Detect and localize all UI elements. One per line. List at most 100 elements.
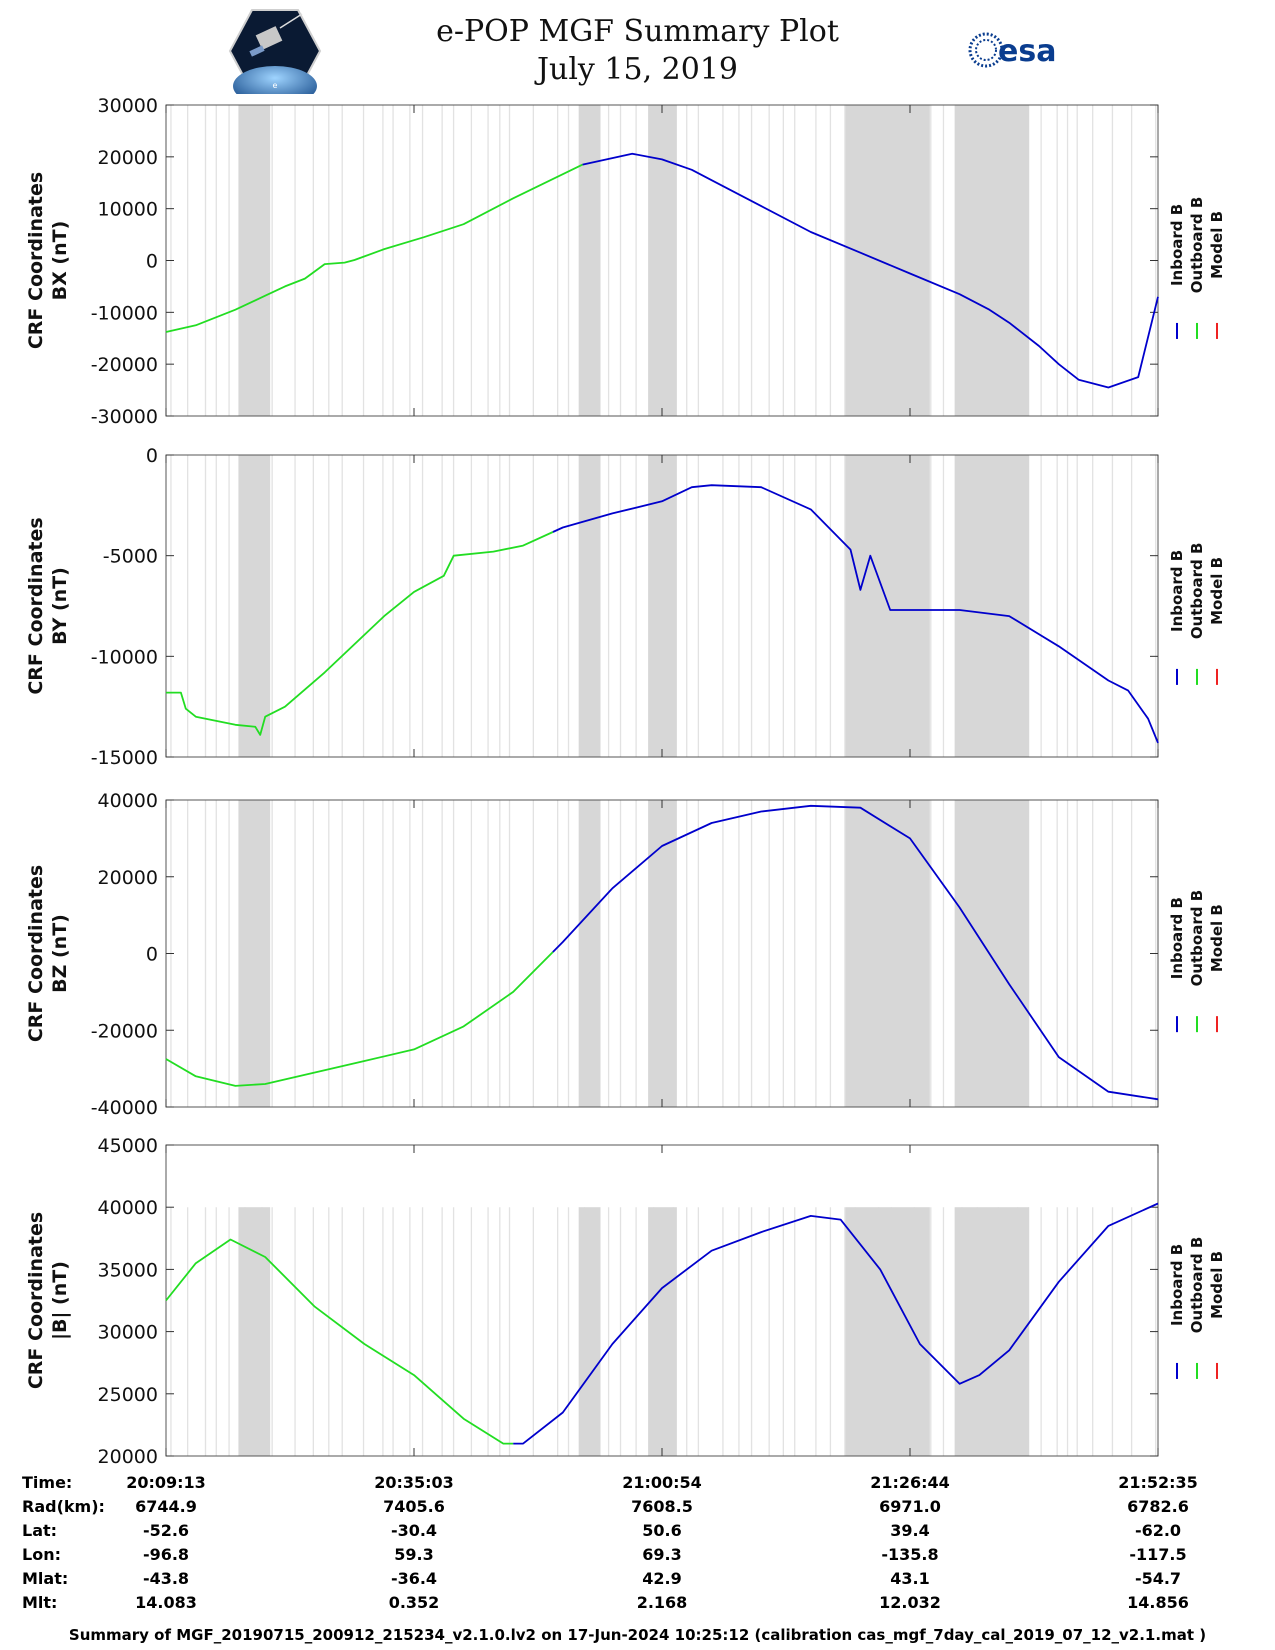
y-tick-label: 30000 <box>98 1322 158 1344</box>
y-tick-label: 0 <box>146 944 158 966</box>
y-tick-label: -10000 <box>91 302 158 324</box>
y-tick-label: 35000 <box>98 1259 158 1281</box>
ephemeris-value: 21:00:54 <box>622 1473 702 1492</box>
ephemeris-value: 12.032 <box>879 1593 941 1612</box>
y-tick-label: -20000 <box>91 1020 158 1042</box>
y-tick-label: -5000 <box>103 546 158 568</box>
ephemeris-value: 6971.0 <box>879 1497 941 1516</box>
legend-label: Outboard B <box>1188 197 1206 294</box>
legend-label: Inboard B <box>1168 897 1186 979</box>
y-axis-label: |B| (nT) <box>49 1261 71 1340</box>
data-gap-region <box>578 1207 601 1456</box>
cassiope-mission-patch-icon: e <box>228 9 322 94</box>
series-inboard-b <box>582 152 1159 389</box>
legend-label: Inboard B <box>1168 550 1186 632</box>
ephemeris-value: 20:09:13 <box>126 1473 206 1492</box>
ephemeris-row-label: Mlt: <box>22 1593 57 1612</box>
ephemeris-value: -30.4 <box>391 1521 437 1540</box>
series-inboard-b <box>552 484 1159 744</box>
y-tick-label: -40000 <box>91 1097 158 1119</box>
ephemeris-value: -96.8 <box>143 1545 189 1564</box>
y-tick-label: 20000 <box>98 1446 158 1468</box>
data-gap-region <box>238 1207 271 1456</box>
ephemeris-value: 59.3 <box>394 1545 433 1564</box>
data-gap-region <box>578 455 601 757</box>
legend-label: Model B <box>1208 211 1226 279</box>
plot-title: e-POP MGF Summary Plot <box>436 14 839 49</box>
y-tick-label: -10000 <box>91 646 158 668</box>
ephemeris-value: -117.5 <box>1129 1545 1186 1564</box>
y-tick-label: 45000 <box>98 1135 158 1157</box>
data-gap-region <box>845 105 930 416</box>
legend-label: Outboard B <box>1188 1237 1206 1334</box>
data-gap-region <box>238 455 271 757</box>
legend-label: Model B <box>1208 1251 1226 1319</box>
ephemeris-value: 50.6 <box>642 1521 681 1540</box>
ephemeris-value: -54.7 <box>1135 1569 1181 1588</box>
series-outboard-b <box>165 1238 514 1445</box>
legend-label: Inboard B <box>1168 204 1186 286</box>
y-axis-label: BZ (nT) <box>49 914 71 993</box>
data-gap-region <box>845 455 930 757</box>
file-summary-footer: Summary of MGF_20190715_200912_215234_v2… <box>68 1626 1207 1644</box>
ephemeris-value: 21:52:35 <box>1118 1473 1198 1492</box>
data-gap-region <box>648 105 677 416</box>
ephemeris-value: 69.3 <box>642 1545 681 1564</box>
data-gap-region <box>954 1207 1030 1456</box>
ephemeris-value: 2.168 <box>637 1593 688 1612</box>
series-inboard-b <box>552 804 1159 1101</box>
series-outboard-b <box>165 951 554 1087</box>
chart-panel-1: 30000 20000 10000 0 -10000 -20000 -30000 CRF Co… <box>25 95 1226 428</box>
legend-label: Inboard B <box>1168 1244 1186 1326</box>
y-tick-label: -20000 <box>91 354 158 376</box>
ephemeris-value: -62.0 <box>1135 1521 1181 1540</box>
y-axis-label: CRF Coordinates <box>25 865 47 1042</box>
data-gap-region <box>954 105 1030 416</box>
data-gap-region <box>845 1207 930 1456</box>
y-tick-label: 20000 <box>98 867 158 889</box>
y-tick-label: 0 <box>146 445 158 467</box>
esa-logo-text: esa <box>998 34 1056 69</box>
ephemeris-row-label: Rad(km): <box>22 1497 105 1516</box>
y-axis-label: BY (nT) <box>49 567 71 645</box>
series-outboard-b <box>166 531 554 736</box>
esa-logo-icon: esa <box>968 32 1056 69</box>
ephemeris-row-label: Lat: <box>22 1521 57 1540</box>
y-axis-label: CRF Coordinates <box>25 517 47 694</box>
data-gap-region <box>648 800 677 1107</box>
y-axis-label: CRF Coordinates <box>25 1212 47 1389</box>
legend-label: Outboard B <box>1188 543 1206 640</box>
ephemeris-value: 42.9 <box>642 1569 681 1588</box>
y-axis-label: BX (nT) <box>49 221 71 301</box>
data-gap-region <box>238 105 271 416</box>
y-axis-label: CRF Coordinates <box>25 172 47 349</box>
data-gap-region <box>238 800 271 1107</box>
chart-panel-2: 0 -5000 -10000 -15000 CRF Coordinates BY (nT)… <box>25 445 1226 769</box>
ephemeris-value: 20:35:03 <box>374 1473 454 1492</box>
y-tick-label: -30000 <box>91 406 158 428</box>
ephemeris-value: 7405.6 <box>383 1497 445 1516</box>
y-tick-label: -15000 <box>91 747 158 769</box>
y-tick-label: 20000 <box>98 147 158 169</box>
chart-panel-3: 40000 20000 0 -20000 -40000 CRF Coordinates BZ… <box>25 790 1226 1119</box>
legend-label: Outboard B <box>1188 890 1206 987</box>
data-gap-region <box>578 800 601 1107</box>
ephemeris-value: -135.8 <box>881 1545 938 1564</box>
ephemeris-row-label: Time: <box>22 1473 72 1492</box>
y-tick-label: 40000 <box>98 790 158 812</box>
ephemeris-value: 43.1 <box>890 1569 929 1588</box>
y-tick-label: 25000 <box>98 1384 158 1406</box>
data-gap-region <box>578 105 601 416</box>
data-gap-region <box>648 455 677 757</box>
y-tick-label: 0 <box>146 251 158 273</box>
chart-panel-4: 45000 40000 35000 30000 25000 20000 CRF Coordi… <box>25 1135 1226 1468</box>
data-gap-region <box>954 800 1030 1107</box>
ephemeris-row-label: Mlat: <box>22 1569 68 1588</box>
ephemeris-value: 14.083 <box>135 1593 197 1612</box>
series-outboard-b <box>165 163 583 333</box>
legend-label: Model B <box>1208 557 1226 625</box>
ephemeris-value: 7608.5 <box>631 1497 693 1516</box>
ephemeris-value: 0.352 <box>389 1593 440 1612</box>
legend-label: Model B <box>1208 904 1226 972</box>
